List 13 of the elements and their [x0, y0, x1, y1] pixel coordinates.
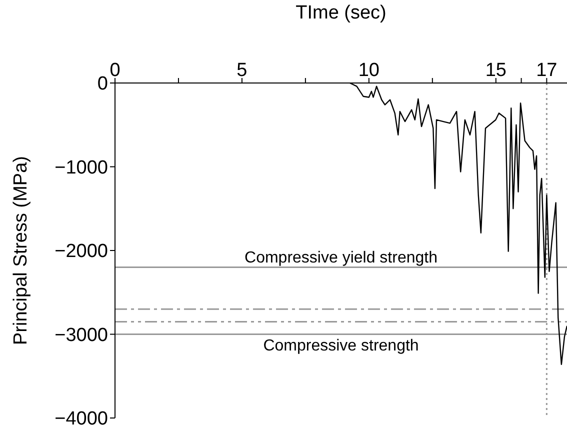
y-axis-title: Principal Stress (MPa) — [10, 156, 32, 345]
ref-line-label: Compressive strength — [263, 338, 419, 355]
x-tick-label: 17 — [536, 60, 558, 81]
y-tick-label: −3000 — [54, 324, 108, 346]
y-tick-label: −1000 — [54, 157, 108, 178]
y-tick-label: −2000 — [54, 241, 108, 262]
x-tick-label: 10 — [358, 60, 380, 81]
y-tick-label: −4000 — [54, 408, 108, 430]
x-axis-title: TIme (sec) — [296, 2, 386, 24]
x-tick-label: 5 — [236, 60, 248, 81]
x-tick-label: 15 — [485, 60, 506, 81]
y-tick-label: 0 — [97, 74, 108, 95]
ref-line-label: Compressive yield strength — [244, 249, 438, 266]
